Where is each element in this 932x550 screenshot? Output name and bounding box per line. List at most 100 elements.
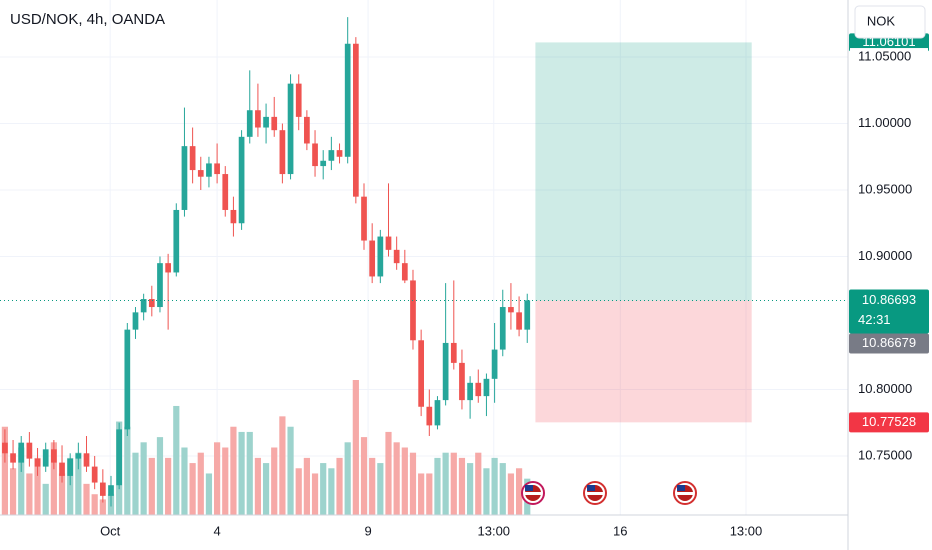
volume-bar [295, 468, 302, 515]
volume-bar [409, 452, 417, 515]
x-tick-label: 4 [213, 523, 220, 538]
stop-label-box [849, 412, 929, 433]
volume-bar [360, 437, 368, 515]
tick-label-bg [850, 114, 928, 133]
volume-bar [189, 463, 196, 515]
candle-body [206, 163, 212, 177]
y-tick-label: 10.95000 [858, 181, 912, 196]
volume-bar [369, 457, 376, 515]
volume-bar [320, 463, 327, 515]
x-tick-label: 9 [364, 523, 371, 538]
candle-body [279, 130, 286, 175]
volume-bar [173, 405, 180, 515]
volume-bar [42, 483, 49, 515]
candle-body [385, 236, 392, 250]
x-tick-label: 16 [613, 523, 627, 538]
y-tick-label: 11.05000 [858, 48, 911, 63]
volume-bar [418, 473, 425, 515]
volume-bar [67, 457, 74, 515]
axis-background [848, 0, 932, 550]
volume-bar [458, 457, 466, 515]
candle-body [255, 110, 261, 128]
candle-body [426, 406, 433, 426]
candle-body [83, 453, 90, 467]
volume-bar [254, 457, 262, 515]
candle-body [124, 329, 131, 430]
candle-body [91, 466, 98, 483]
candle-body [230, 209, 237, 224]
y-tick-label: 11.00000 [858, 115, 911, 130]
volume-bar [377, 463, 384, 515]
volume-bar [287, 426, 294, 515]
volume-bar [50, 442, 57, 515]
position-tool [535, 42, 752, 423]
tick-label-bg [850, 380, 928, 399]
volume-bar [303, 457, 310, 515]
volume-bar [426, 473, 433, 515]
volume-bar [311, 473, 319, 515]
x-tick-label: 13:00 [478, 523, 511, 538]
last-price-label-box [849, 289, 929, 334]
volume-bar [124, 426, 131, 515]
x-tick-label: 13:00 [730, 523, 763, 538]
volume-bar [230, 426, 237, 515]
volume-bar [132, 452, 139, 515]
stop-label: 10.77528 [862, 414, 916, 429]
candle-body [475, 382, 482, 397]
volume-bar [271, 447, 278, 515]
y-tick-label: 10.90000 [858, 248, 912, 263]
candle-body [2, 442, 8, 454]
candle-body [26, 442, 33, 459]
candle-body [67, 458, 74, 476]
candle-body [336, 150, 343, 157]
volume-bar [238, 431, 245, 515]
event-flag[interactable] [521, 481, 545, 505]
candle-body [108, 485, 114, 496]
tick-label-bg [850, 48, 928, 67]
event-icons [521, 481, 697, 505]
candle-body [181, 146, 188, 210]
candle-body [59, 462, 65, 476]
candle-body [165, 263, 171, 273]
candle-body [344, 43, 351, 157]
event-flag[interactable] [673, 481, 697, 505]
candle-body [352, 43, 359, 197]
volume-bar [385, 431, 392, 515]
volume-bar [279, 416, 286, 515]
last-price-label: 10.86693 [862, 292, 916, 307]
candle-body [459, 362, 465, 401]
candle-body [157, 263, 163, 308]
volume-bar [336, 457, 343, 515]
tick-label-bg [850, 247, 928, 266]
volume-bar [491, 457, 498, 515]
candle-body [222, 174, 229, 210]
currency-button[interactable] [854, 5, 926, 39]
candle-body [214, 163, 220, 175]
currency-label[interactable]: NOK [867, 13, 896, 28]
candle-body [132, 312, 139, 330]
volume-bar [18, 447, 25, 515]
volume-bar [9, 468, 17, 515]
candle-body [189, 146, 196, 171]
candle-body [410, 280, 416, 341]
candle-body [361, 196, 367, 241]
volume-bar [26, 473, 33, 515]
candle-body [328, 150, 335, 161]
other-price-label-box [849, 333, 929, 354]
volume-bar [246, 431, 253, 515]
candle-body [450, 342, 457, 363]
candle-body [140, 299, 147, 313]
event-flag[interactable] [583, 481, 607, 505]
volume-bar [140, 442, 147, 515]
tick-label-bg [850, 446, 928, 465]
candle-body [116, 429, 123, 486]
candle-body [304, 116, 310, 144]
volume-bar [83, 483, 90, 515]
volume-bar [328, 468, 335, 515]
candle-body [483, 378, 490, 397]
volume-bar [75, 452, 82, 515]
countdown-label: 42:31 [858, 312, 891, 327]
volume-bar [393, 442, 400, 515]
